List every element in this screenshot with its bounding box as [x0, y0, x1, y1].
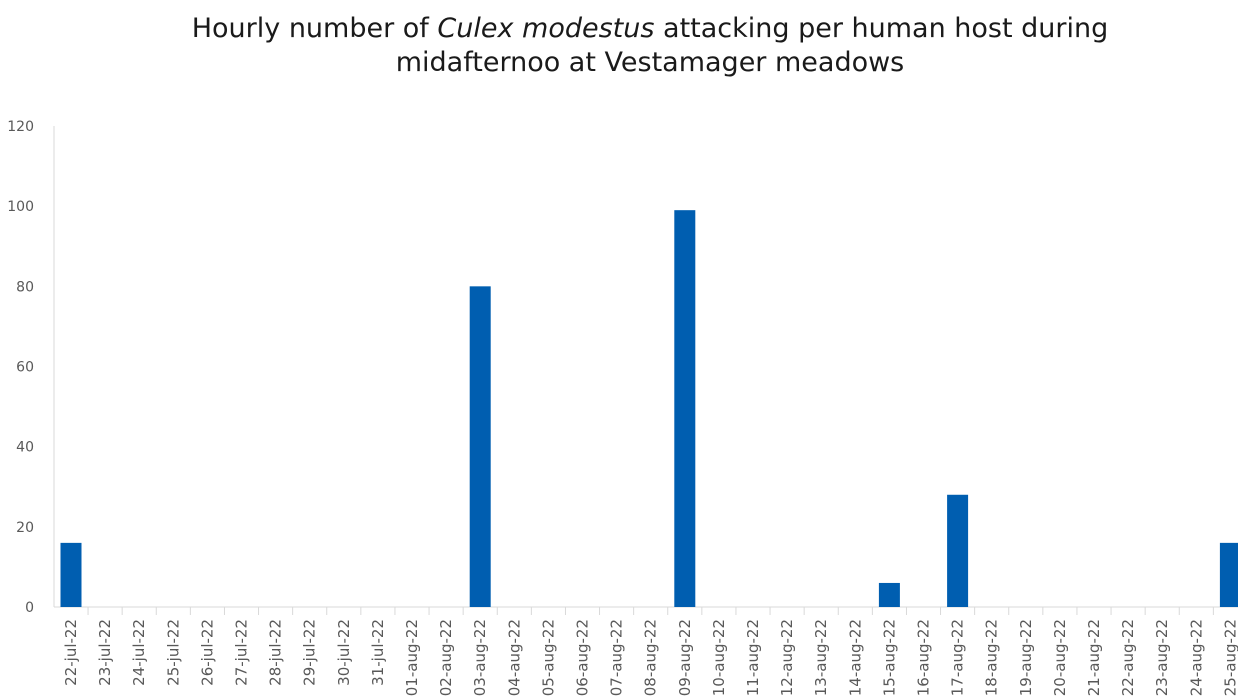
- x-tick-label: 13-aug-22: [812, 619, 830, 696]
- bar: [469, 286, 491, 607]
- x-tick-label: 11-aug-22: [744, 619, 762, 696]
- x-tick-label: 05-aug-22: [539, 619, 557, 696]
- x-tick-label: 20-aug-22: [1051, 619, 1069, 696]
- x-tick-label: 24-jul-22: [130, 619, 148, 686]
- title-line-2: midafternoo at Vestamager meadows: [395, 47, 905, 78]
- bar: [674, 210, 696, 608]
- x-tick-label: 01-aug-22: [403, 619, 421, 696]
- x-tick-label: 25-jul-22: [164, 619, 182, 686]
- x-tick-label: 06-aug-22: [574, 619, 592, 696]
- x-tick-label: 30-jul-22: [335, 619, 353, 686]
- x-tick-label: 10-aug-22: [710, 619, 728, 696]
- x-tick-label: 12-aug-22: [778, 619, 796, 696]
- x-tick-label: 22-aug-22: [1119, 619, 1137, 696]
- x-tick-label: 17-aug-22: [949, 619, 967, 696]
- y-tick-label: 120: [7, 119, 34, 135]
- x-tick-label: 28-jul-22: [267, 619, 285, 686]
- bar: [878, 582, 900, 607]
- x-tick-label: 18-aug-22: [983, 619, 1001, 696]
- x-tick-label: 02-aug-22: [437, 619, 455, 696]
- y-tick-label: 60: [16, 360, 34, 376]
- x-tick-label: 27-jul-22: [233, 619, 251, 686]
- x-tick-label: 14-aug-22: [846, 619, 864, 696]
- y-tick-label: 80: [16, 279, 34, 295]
- x-tick-label: 23-jul-22: [96, 619, 114, 686]
- x-tick-label: 19-aug-22: [1017, 619, 1035, 696]
- x-tick-label: 24-aug-22: [1187, 619, 1205, 696]
- x-tick-label: 31-jul-22: [369, 619, 387, 686]
- x-tick-label: 04-aug-22: [505, 619, 523, 696]
- y-tick-label: 0: [25, 600, 34, 616]
- y-tick-label: 20: [16, 520, 34, 536]
- bar: [60, 542, 82, 607]
- bar: [1219, 542, 1238, 607]
- y-tick-label: 100: [7, 199, 34, 215]
- x-tick-label: 15-aug-22: [880, 619, 898, 696]
- x-tick-label: 26-jul-22: [198, 619, 216, 686]
- x-tick-label: 16-aug-22: [915, 619, 933, 696]
- x-tick-label: 09-aug-22: [676, 619, 694, 696]
- chart-title: Hourly number of Culex modestus attackin…: [0, 12, 1238, 80]
- x-tick-label: 07-aug-22: [608, 619, 626, 696]
- x-tick-label: 23-aug-22: [1153, 619, 1171, 696]
- x-tick-label: 03-aug-22: [471, 619, 489, 696]
- x-tick-label: 25-aug-22: [1221, 619, 1238, 696]
- title-line-1: Hourly number of Culex modestus attackin…: [191, 13, 1109, 44]
- x-tick-label: 08-aug-22: [642, 619, 660, 696]
- y-tick-label: 40: [16, 440, 34, 456]
- bar: [947, 494, 969, 607]
- x-tick-label: 29-jul-22: [301, 619, 319, 686]
- x-tick-label: 21-aug-22: [1085, 619, 1103, 696]
- species-name: Culex modestus: [437, 13, 655, 44]
- x-tick-label: 22-jul-22: [62, 619, 80, 686]
